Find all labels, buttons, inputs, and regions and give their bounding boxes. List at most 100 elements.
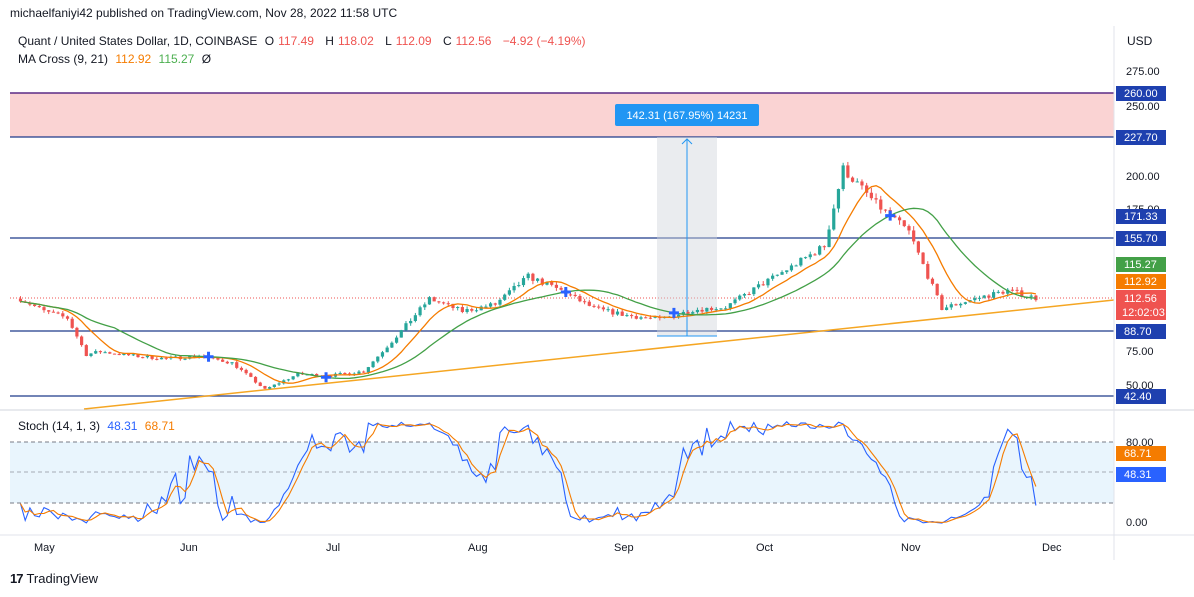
candle-body	[65, 316, 70, 319]
candle-body	[827, 229, 831, 248]
candle-body	[315, 373, 319, 377]
cross-marker-icon	[885, 210, 896, 221]
ohlc-close: C 112.56	[442, 34, 492, 48]
ma-label: MA Cross (9, 21)	[18, 52, 109, 66]
candle-body	[150, 355, 154, 359]
candle-body	[338, 372, 342, 374]
candle-body	[761, 284, 765, 286]
candle-body	[775, 274, 779, 276]
price-labels: 260.00 227.70 171.33 155.70 115.27 112.9…	[1116, 86, 1166, 482]
candle-body	[423, 304, 427, 308]
candle-body	[818, 246, 822, 255]
candle-body	[597, 306, 601, 308]
candle-body	[916, 241, 920, 253]
stoch-legend[interactable]: Stoch (14, 1, 3) 48.31 68.71	[18, 419, 179, 433]
candle-body	[709, 307, 714, 310]
candle-body	[822, 246, 826, 248]
candle-body	[1010, 289, 1014, 291]
candle-body	[559, 287, 563, 290]
x-tick: Jul	[326, 542, 340, 554]
candle-body	[742, 294, 747, 296]
candle-body	[648, 317, 653, 319]
tradingview-logo-icon: 17	[10, 571, 24, 586]
footer-branding[interactable]: 17 TradingView	[10, 571, 98, 586]
candle-body	[954, 304, 958, 306]
candle-body	[164, 357, 168, 359]
candle-body	[371, 361, 375, 368]
candle-body	[141, 357, 145, 359]
candle-body	[347, 373, 352, 375]
stoch-d-value: 68.71	[144, 419, 175, 433]
measure-arrow-head	[681, 138, 693, 145]
ma-legend[interactable]: MA Cross (9, 21) 112.92 115.27 Ø	[18, 52, 215, 66]
cross-marker-icon	[560, 287, 571, 298]
candle-body	[441, 302, 446, 304]
candle-body	[977, 297, 982, 299]
ma-fast-value: 112.92	[115, 52, 152, 66]
symbol-legend[interactable]: Quant / United States Dollar, 1D, COINBA…	[18, 34, 590, 48]
candle-body	[155, 358, 159, 360]
candle-body	[601, 307, 606, 310]
candle-body	[503, 294, 507, 300]
stoch-k-line	[19, 420, 1037, 524]
candle-body	[959, 303, 963, 306]
resistance-zone	[10, 93, 1114, 137]
candle-body	[930, 278, 935, 284]
candle-body	[244, 369, 248, 374]
candle-body	[488, 303, 493, 307]
x-tick: Aug	[468, 542, 488, 554]
candle-body	[310, 373, 314, 375]
candle-body	[390, 342, 394, 348]
candle-body	[235, 362, 239, 368]
candle-body	[681, 311, 685, 315]
candle-body	[606, 309, 610, 311]
candle-body	[80, 336, 84, 346]
ma-slow-value: 115.27	[158, 52, 195, 66]
candle-body	[568, 294, 573, 296]
candle-body	[578, 295, 582, 302]
price-label-countdown: 12:02:03	[1122, 307, 1165, 319]
candle-body	[474, 310, 479, 312]
candle-body	[221, 359, 225, 362]
stoch-label-d: 68.71	[1124, 448, 1152, 460]
candle-body	[498, 299, 502, 305]
candle-body	[883, 209, 888, 211]
stoch-y-tick: 0.00	[1126, 517, 1147, 529]
candle-body	[634, 316, 638, 319]
candle-body	[136, 354, 140, 358]
candle-body	[860, 181, 864, 186]
stoch-k-value: 48.31	[107, 419, 138, 433]
candle-body	[625, 315, 629, 317]
candle-body	[766, 278, 770, 286]
candle-body	[277, 383, 281, 385]
candle-body	[1006, 289, 1010, 294]
candle-body	[531, 273, 535, 281]
candle-body	[756, 284, 761, 288]
candle-body	[907, 226, 911, 231]
candle-body	[404, 323, 408, 331]
candle-body	[18, 298, 23, 302]
candle-body	[846, 165, 850, 178]
candle-body	[47, 310, 51, 312]
candle-body	[286, 379, 291, 381]
candle-body	[117, 354, 121, 356]
candle-body	[897, 217, 902, 221]
candle-body	[37, 306, 41, 308]
candle-body	[89, 353, 93, 357]
candle-body	[56, 312, 60, 314]
stoch-label: Stoch (14, 1, 3)	[18, 419, 101, 433]
price-label-227: 227.70	[1124, 132, 1158, 144]
candle-body	[832, 208, 836, 230]
candle-body	[159, 357, 164, 360]
candle-body	[940, 295, 944, 310]
candle-body	[507, 290, 511, 295]
candle-body	[912, 230, 916, 242]
footer-brand: TradingView	[26, 571, 99, 586]
measure-label: 142.31 (167.95%) 14231	[626, 110, 747, 122]
candle-body	[869, 192, 873, 199]
ohlc-change: −4.92 (−4.19%)	[502, 34, 586, 48]
candle-body	[108, 352, 112, 354]
candle-body	[272, 384, 276, 388]
cross-marker-icon	[321, 372, 332, 383]
